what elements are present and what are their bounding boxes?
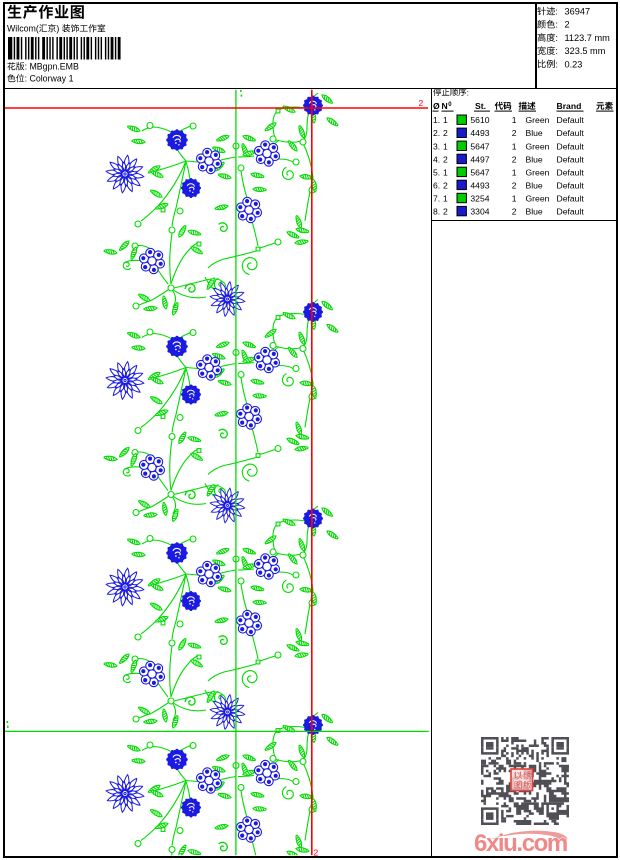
svg-text:5.: 5.: [433, 167, 440, 177]
svg-text:36947: 36947: [565, 7, 591, 17]
svg-text:1: 1: [512, 194, 517, 204]
svg-text:Default: Default: [557, 167, 585, 177]
svg-text::: :: [555, 59, 558, 69]
svg-text:4493: 4493: [470, 128, 489, 138]
svg-text:1: 1: [512, 115, 517, 125]
svg-text:Ø: Ø: [433, 101, 440, 111]
svg-text:2: 2: [565, 20, 570, 30]
svg-text::: :: [555, 46, 558, 56]
svg-text:2: 2: [512, 128, 517, 138]
svg-text:2: 2: [443, 207, 448, 217]
svg-text:5647: 5647: [470, 167, 489, 177]
svg-text:3.: 3.: [433, 141, 440, 151]
svg-text:8.: 8.: [433, 207, 440, 217]
svg-text:Blue: Blue: [526, 154, 543, 164]
svg-text:Blue: Blue: [526, 180, 543, 190]
svg-text:5610: 5610: [470, 115, 489, 125]
svg-text:323.5 mm: 323.5 mm: [565, 46, 606, 56]
svg-text:): ): [56, 24, 59, 34]
svg-text:1.: 1.: [433, 115, 440, 125]
svg-text:1: 1: [443, 141, 448, 151]
svg-text:N: N: [442, 101, 448, 111]
svg-text::: :: [555, 33, 558, 43]
svg-text:6.: 6.: [433, 180, 440, 190]
svg-text:4.: 4.: [433, 154, 440, 164]
svg-text:4493: 4493: [470, 180, 489, 190]
svg-text:2: 2: [512, 154, 517, 164]
svg-text:Green: Green: [526, 167, 550, 177]
svg-text:0.23: 0.23: [565, 59, 583, 69]
svg-text:2: 2: [443, 180, 448, 190]
svg-text:Default: Default: [557, 115, 585, 125]
svg-text:: MBgpn.EMB: : MBgpn.EMB: [25, 62, 79, 72]
svg-text:Wilcom(: Wilcom(: [7, 24, 39, 34]
svg-text:2: 2: [512, 207, 517, 217]
svg-text:Default: Default: [557, 207, 585, 217]
svg-text:Green: Green: [526, 141, 550, 151]
svg-text:Default: Default: [557, 154, 585, 164]
svg-text:1: 1: [512, 167, 517, 177]
svg-text:Green: Green: [526, 115, 550, 125]
svg-text:1: 1: [443, 115, 448, 125]
svg-text:Default: Default: [557, 194, 585, 204]
svg-text:1123.7 mm: 1123.7 mm: [565, 33, 611, 43]
svg-text:7.: 7.: [433, 194, 440, 204]
svg-text:Default: Default: [557, 180, 585, 190]
svg-text:1: 1: [443, 167, 448, 177]
svg-text:0: 0: [448, 102, 452, 108]
svg-text::: :: [555, 7, 558, 17]
svg-text:3254: 3254: [470, 194, 489, 204]
svg-text:Green: Green: [526, 194, 550, 204]
svg-text:6xiu.com: 6xiu.com: [474, 830, 567, 856]
svg-text:2: 2: [443, 154, 448, 164]
svg-text:3304: 3304: [470, 207, 489, 217]
svg-text:4497: 4497: [470, 154, 489, 164]
svg-text:1: 1: [443, 194, 448, 204]
svg-text:5647: 5647: [470, 141, 489, 151]
svg-text:1: 1: [512, 141, 517, 151]
svg-text:2: 2: [419, 98, 424, 108]
svg-text:2: 2: [512, 180, 517, 190]
svg-text:2.: 2.: [433, 128, 440, 138]
svg-text:2: 2: [443, 128, 448, 138]
svg-text::: :: [467, 87, 469, 97]
svg-text:: Colorway 1: : Colorway 1: [25, 74, 74, 84]
svg-text:Blue: Blue: [526, 128, 543, 138]
svg-text:Default: Default: [557, 141, 585, 151]
svg-text:Default: Default: [557, 128, 585, 138]
svg-text:St.: St.: [475, 101, 486, 111]
svg-text:Brand: Brand: [557, 101, 582, 111]
svg-text:2: 2: [314, 848, 319, 858]
svg-text:Blue: Blue: [526, 207, 543, 217]
svg-text::: :: [555, 20, 558, 30]
